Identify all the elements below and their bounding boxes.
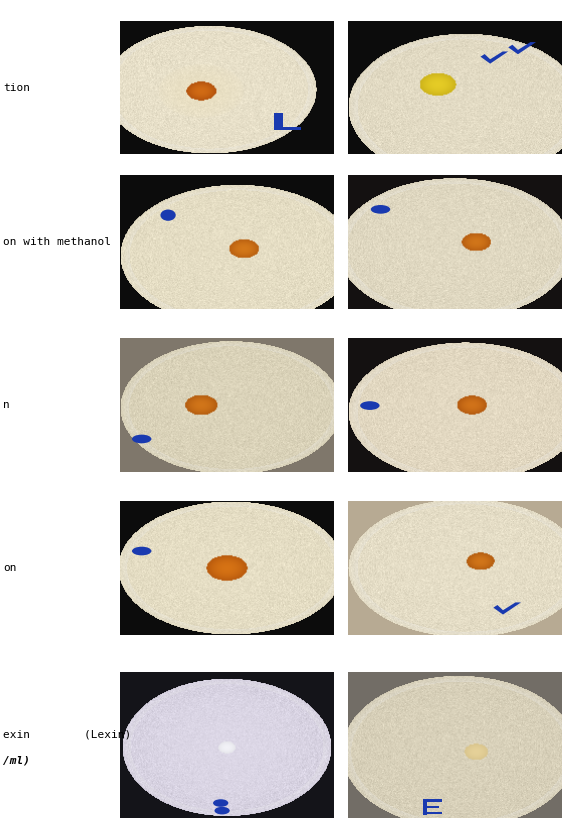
Polygon shape xyxy=(508,42,536,54)
Ellipse shape xyxy=(132,547,152,555)
Polygon shape xyxy=(480,52,508,63)
Ellipse shape xyxy=(213,799,228,807)
Text: tion: tion xyxy=(3,83,30,93)
Ellipse shape xyxy=(360,402,380,410)
Ellipse shape xyxy=(160,210,176,220)
Text: on with methanol: on with methanol xyxy=(3,237,111,247)
Bar xyxy=(427,799,442,802)
Bar xyxy=(423,799,427,815)
Text: on: on xyxy=(3,563,16,573)
Ellipse shape xyxy=(371,205,390,214)
Bar xyxy=(427,812,442,814)
Ellipse shape xyxy=(215,807,230,814)
Text: n: n xyxy=(3,400,10,410)
Ellipse shape xyxy=(132,435,152,443)
Polygon shape xyxy=(493,602,521,615)
Polygon shape xyxy=(274,113,301,130)
Text: exin        (Lexin): exin (Lexin) xyxy=(3,730,131,739)
Bar xyxy=(427,806,439,808)
Text: /ml): /ml) xyxy=(3,756,30,765)
